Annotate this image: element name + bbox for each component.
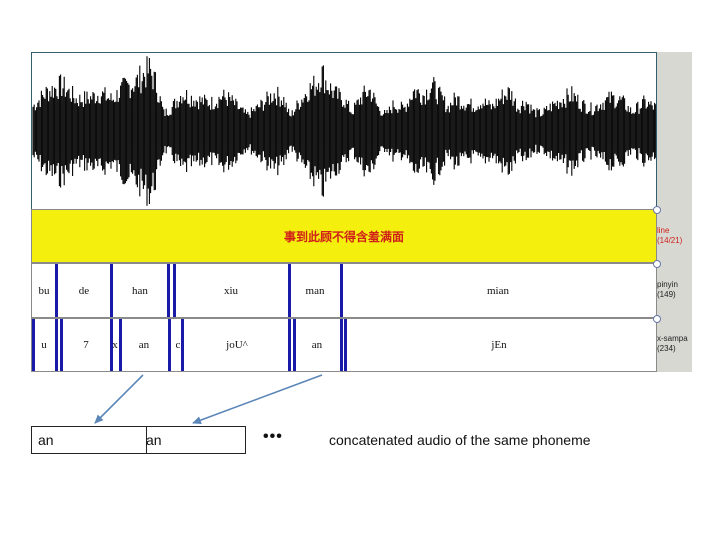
tier-resize-handle[interactable] bbox=[653, 315, 661, 323]
segment-boundary[interactable] bbox=[173, 264, 176, 317]
waveform-plot bbox=[32, 56, 657, 206]
arrow-to-first-cell bbox=[94, 374, 144, 424]
segment-boundary[interactable] bbox=[110, 264, 113, 317]
pinyin-segment[interactable]: man bbox=[305, 284, 325, 297]
xsampa-tier-count: (234) bbox=[657, 344, 676, 353]
waveform-trace bbox=[32, 56, 657, 206]
phoneme-clip[interactable]: an bbox=[32, 427, 147, 453]
xsampa-segment[interactable]: joU^ bbox=[226, 339, 248, 351]
pinyin-segment[interactable]: mian bbox=[487, 284, 509, 297]
segment-boundary[interactable] bbox=[181, 319, 184, 371]
pinyin-segment[interactable]: xiu bbox=[223, 284, 239, 297]
tier-label-panel bbox=[656, 52, 692, 372]
caption-text: concatenated audio of the same phoneme bbox=[329, 432, 591, 448]
pinyin-tier-count: (149) bbox=[657, 290, 676, 299]
audio-waveform[interactable] bbox=[31, 52, 657, 210]
segment-boundary[interactable] bbox=[293, 319, 296, 371]
segment-boundary[interactable] bbox=[32, 319, 35, 371]
segment-boundary[interactable] bbox=[288, 319, 291, 371]
tier-resize-handle[interactable] bbox=[653, 206, 661, 214]
line-tier[interactable]: 事到此顾不得含羞满面 bbox=[31, 209, 657, 263]
pinyin-tier-name: pinyin bbox=[657, 280, 678, 289]
tier-resize-handle[interactable] bbox=[653, 260, 661, 268]
segment-boundary[interactable] bbox=[55, 319, 58, 371]
segment-boundary[interactable] bbox=[288, 264, 291, 317]
segment-boundary[interactable] bbox=[168, 319, 171, 371]
segment-boundary[interactable] bbox=[60, 319, 63, 371]
segment-boundary[interactable] bbox=[55, 264, 58, 317]
line-tier-count: (14/21) bbox=[657, 236, 683, 245]
segment-boundary[interactable] bbox=[119, 319, 122, 371]
xsampa-tier-label: x-sampa (234) bbox=[657, 334, 688, 354]
arrow-to-second-cell bbox=[192, 374, 323, 424]
phoneme-clip[interactable]: an bbox=[146, 432, 162, 448]
xsampa-segment[interactable]: 7 bbox=[83, 339, 89, 351]
xsampa-segment[interactable]: x bbox=[112, 339, 118, 351]
segment-boundary[interactable] bbox=[344, 319, 347, 371]
xsampa-segment[interactable]: c bbox=[175, 339, 181, 351]
pinyin-tier[interactable]: bu de han xiu man mian bbox=[31, 263, 657, 318]
xsampa-segment[interactable]: u bbox=[41, 339, 47, 351]
xsampa-tier[interactable]: u 7 x an c joU^ an jEn bbox=[31, 318, 657, 372]
line-transcription: 事到此顾不得含羞满面 bbox=[283, 229, 404, 244]
pinyin-tier-label: pinyin (149) bbox=[657, 280, 678, 300]
line-tier-name: line bbox=[657, 226, 670, 235]
segment-boundary[interactable] bbox=[167, 264, 170, 317]
pinyin-segment[interactable]: de bbox=[78, 284, 90, 297]
xsampa-segment[interactable]: an bbox=[138, 339, 150, 351]
ellipsis: ••• bbox=[263, 428, 283, 445]
xsampa-tier-name: x-sampa bbox=[657, 334, 688, 343]
xsampa-segment[interactable]: an bbox=[311, 339, 323, 351]
line-tier-label: line (14/21) bbox=[657, 226, 682, 246]
xsampa-segment[interactable]: jEn bbox=[491, 339, 507, 351]
segment-boundary[interactable] bbox=[110, 319, 113, 371]
pinyin-segment[interactable]: han bbox=[132, 284, 148, 297]
pinyin-segment[interactable]: bu bbox=[38, 284, 50, 297]
segment-boundary[interactable] bbox=[340, 264, 343, 317]
concatenated-audio-strip: an an bbox=[31, 426, 246, 454]
segment-boundary[interactable] bbox=[340, 319, 343, 371]
